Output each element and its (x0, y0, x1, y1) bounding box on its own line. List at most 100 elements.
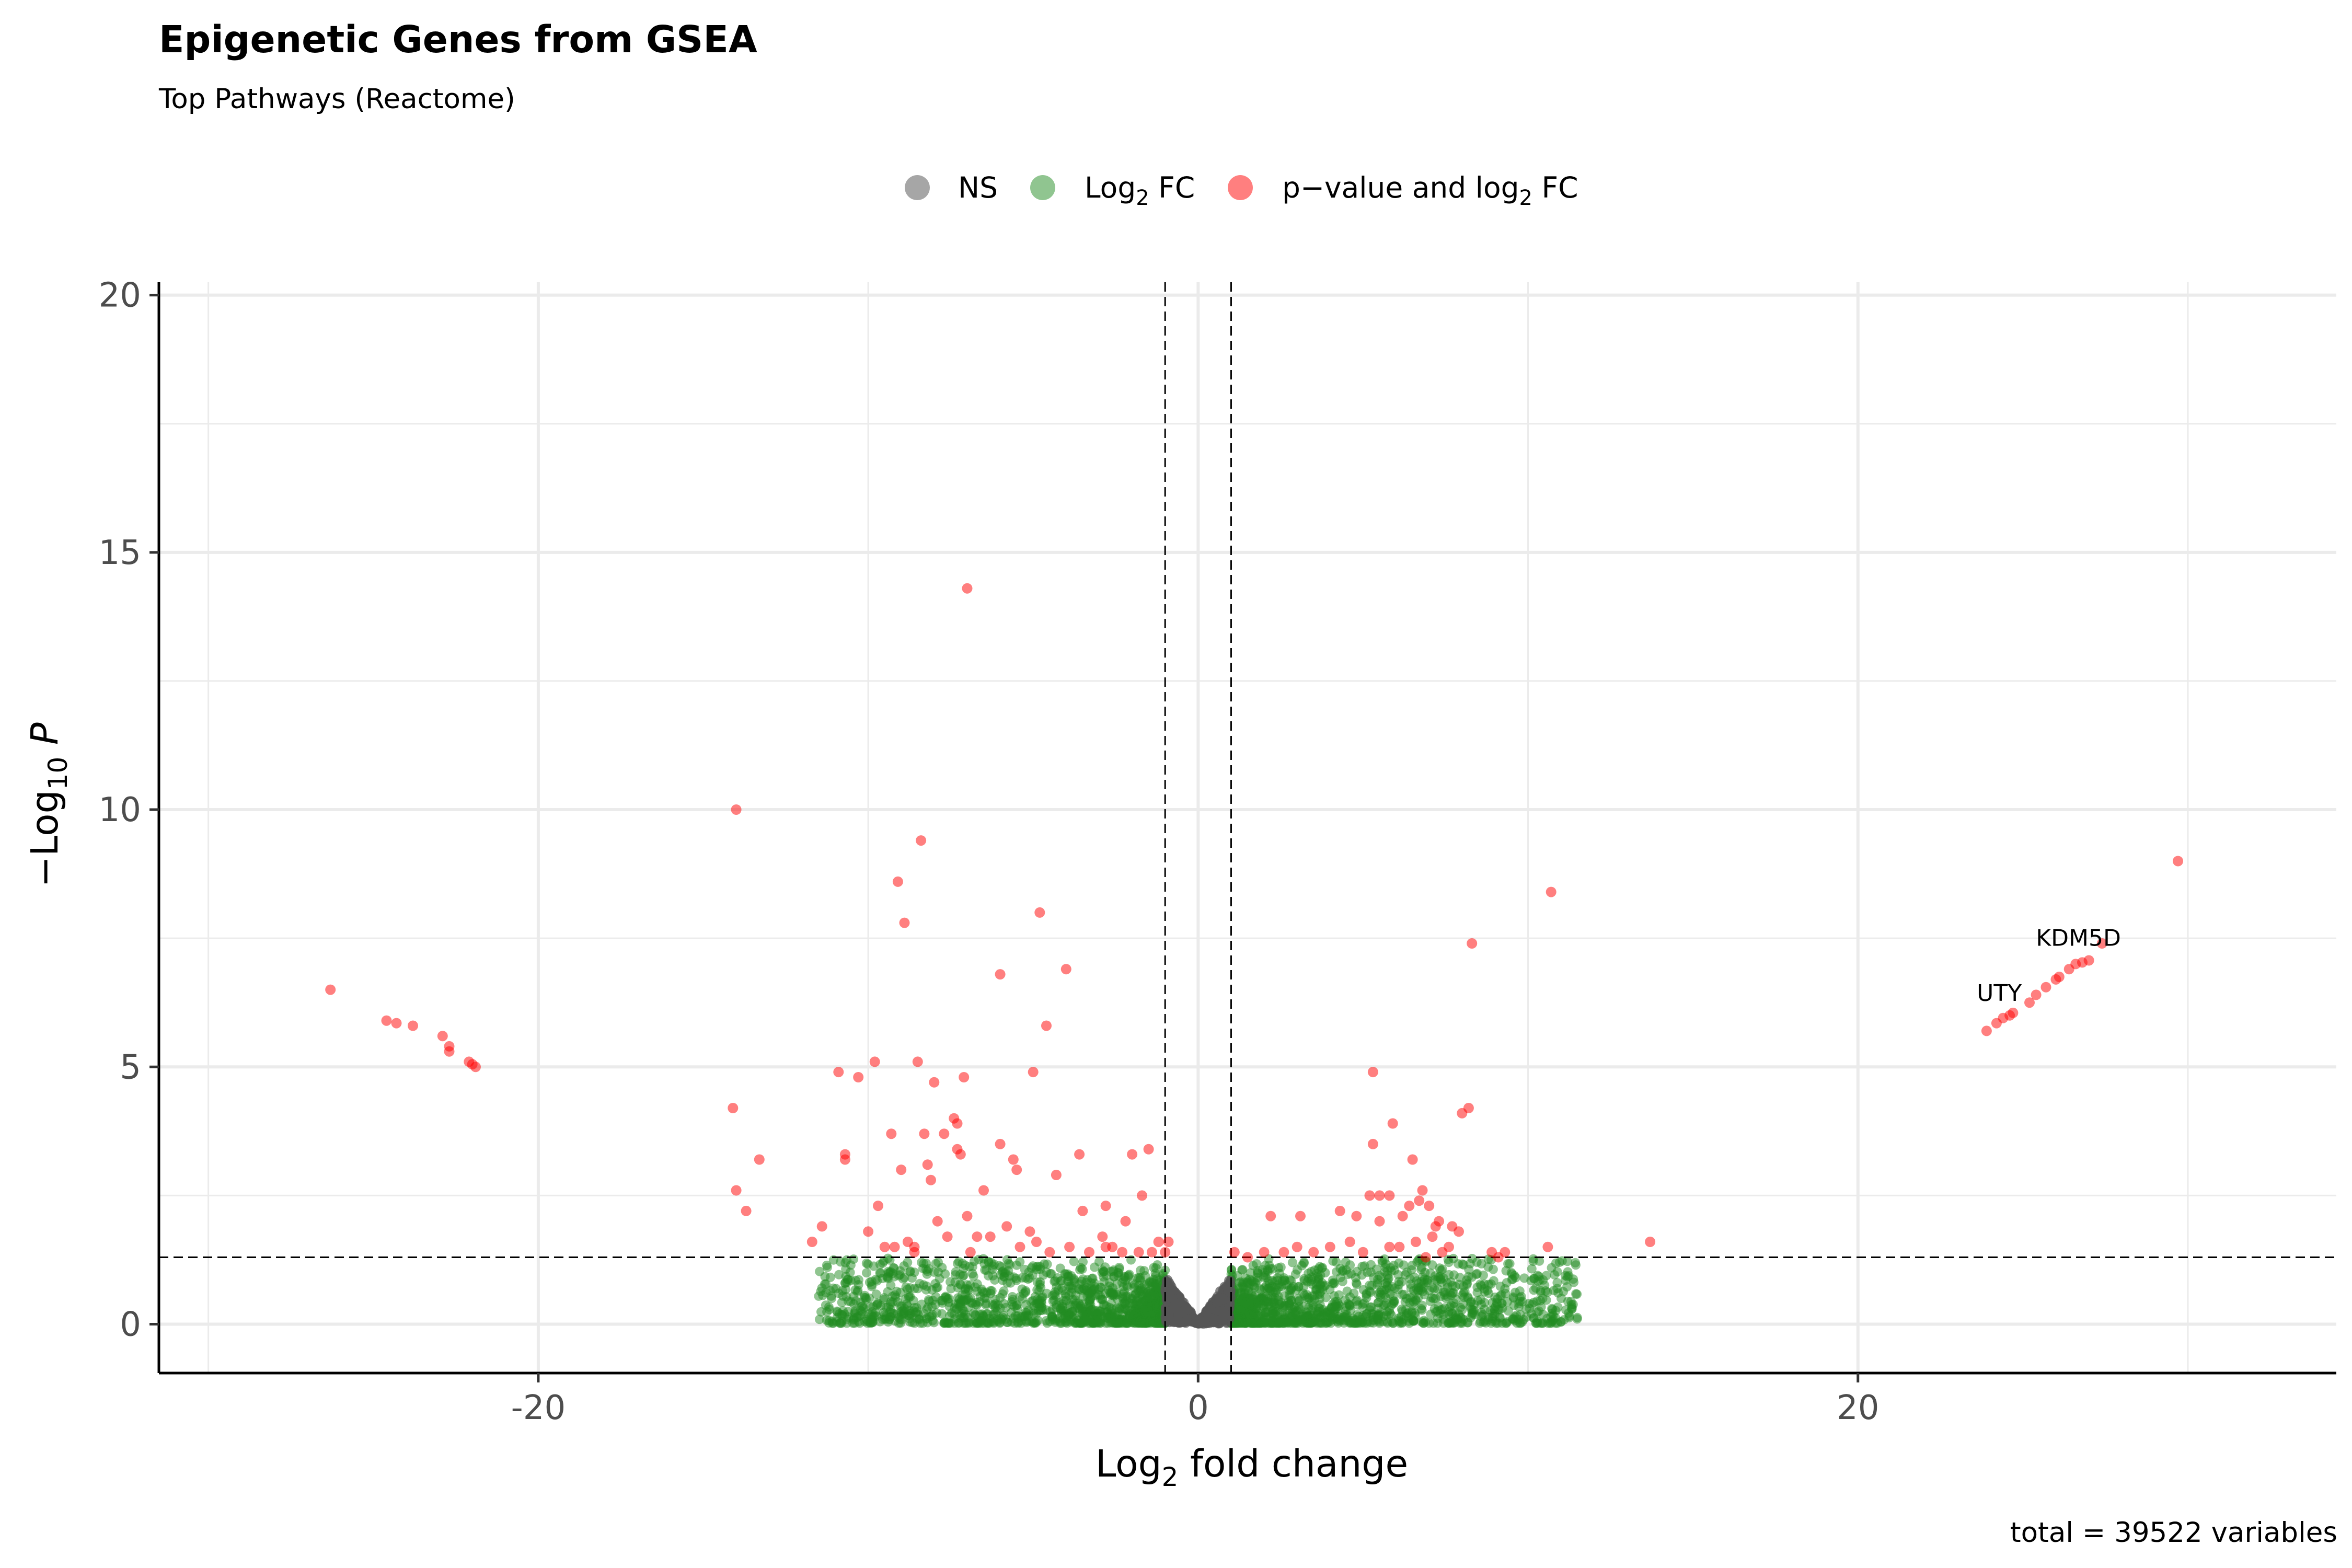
data-point-fc (1082, 1316, 1092, 1326)
x-tick-label: -20 (511, 1389, 566, 1427)
data-point-fc (1302, 1311, 1312, 1321)
data-point-fc (1293, 1265, 1302, 1275)
data-point-fc (1519, 1273, 1529, 1283)
data-point-fc (993, 1315, 1002, 1324)
data-point-fc (1105, 1266, 1115, 1276)
data-point-significant (1031, 1237, 1042, 1247)
data-point-fc (1129, 1310, 1139, 1320)
data-point-fc (1099, 1266, 1109, 1276)
data-point-significant (889, 1241, 900, 1252)
data-point-ns (1225, 1310, 1234, 1320)
data-point-fc (1068, 1295, 1078, 1305)
data-point-significant (470, 1062, 481, 1073)
data-point-significant (731, 804, 742, 815)
data-point-fc (1500, 1284, 1510, 1294)
data-point-fc (1561, 1305, 1571, 1315)
data-point-fc (838, 1306, 848, 1316)
legend-ns-key (905, 175, 930, 200)
data-point-fc (1352, 1310, 1362, 1320)
data-point-fc (929, 1318, 939, 1328)
data-point-fc (1055, 1263, 1065, 1273)
data-point-fc (1427, 1293, 1437, 1302)
data-point-significant (1242, 1252, 1253, 1263)
data-point-fc (1117, 1304, 1127, 1314)
data-point-fc (862, 1268, 871, 1278)
data-point-fc (1067, 1287, 1076, 1297)
data-point-significant (381, 1015, 392, 1026)
data-point-fc (1404, 1316, 1414, 1326)
data-point-fc (815, 1266, 825, 1276)
data-point-fc (897, 1315, 906, 1325)
data-point-fc (1463, 1272, 1473, 1282)
data-point-fc (1318, 1285, 1328, 1295)
data-point-fc (1042, 1288, 1052, 1298)
data-point-fc (1397, 1290, 1407, 1300)
data-point-fc (1527, 1264, 1537, 1274)
x-axis-title: Log2 fold change (1096, 1442, 1408, 1492)
data-point-significant (1404, 1201, 1415, 1212)
data-point-significant (985, 1231, 996, 1242)
data-point-significant (879, 1241, 890, 1252)
data-point-significant (1133, 1247, 1144, 1258)
data-point-fc (1317, 1263, 1327, 1273)
data-point-significant (955, 1149, 966, 1160)
data-point-fc (1490, 1309, 1500, 1319)
data-point-fc (1367, 1281, 1377, 1290)
data-point-significant (886, 1128, 897, 1139)
y-tick-label: 0 (120, 1305, 141, 1344)
data-point-fc (822, 1307, 832, 1317)
data-point-significant (1041, 1020, 1052, 1031)
data-point-significant (1127, 1149, 1138, 1160)
data-point-fc (1455, 1273, 1465, 1283)
data-point-fc (1276, 1262, 1286, 1272)
data-point-fc (1449, 1298, 1459, 1308)
data-point-significant (873, 1201, 883, 1212)
data-point-significant (1407, 1154, 1418, 1165)
data-point-fc (1255, 1284, 1265, 1294)
data-point-fc (951, 1267, 961, 1277)
legend: NS Log2 FC p−value and log2 FC (905, 171, 1578, 210)
y-tick-label: 20 (99, 276, 141, 315)
data-point-fc (890, 1290, 900, 1300)
data-point-fc (1287, 1258, 1297, 1267)
data-point-fc (932, 1308, 942, 1318)
data-point-significant (962, 1210, 973, 1221)
data-point-fc (1406, 1283, 1416, 1293)
data-point-fc (866, 1315, 876, 1324)
data-point-fc (1344, 1299, 1354, 1309)
x-tick-label: 0 (1187, 1389, 1209, 1427)
data-point-fc (861, 1259, 871, 1268)
data-point-fc (1419, 1283, 1428, 1293)
data-point-fc (1556, 1317, 1566, 1327)
data-point-significant (1044, 1247, 1055, 1258)
data-point-fc (1151, 1304, 1161, 1313)
data-point-fc (1552, 1267, 1562, 1277)
data-point-fc (1007, 1300, 1017, 1310)
data-point-significant (1387, 1118, 1398, 1129)
data-point-fc (1408, 1300, 1418, 1310)
data-point-ns (1168, 1294, 1178, 1304)
data-point-fc (1294, 1282, 1304, 1292)
data-point-fc (1557, 1294, 1566, 1304)
data-point-fc (815, 1315, 824, 1324)
data-point-fc (1299, 1258, 1309, 1267)
data-point-significant (1137, 1190, 1147, 1201)
data-point-fc (1464, 1265, 1474, 1274)
data-point-fc (1335, 1313, 1345, 1323)
data-point-fc (1562, 1256, 1572, 1266)
data-point-significant (972, 1231, 983, 1242)
data-point-fc (1447, 1281, 1457, 1290)
data-point-significant (916, 835, 927, 846)
legend-both-label: p−value and log2 FC (1282, 171, 1578, 210)
data-point-fc (1538, 1294, 1548, 1304)
data-point-significant (1351, 1210, 1362, 1221)
data-point-fc (981, 1293, 991, 1303)
data-point-significant (741, 1205, 752, 1216)
data-point-significant (919, 1128, 930, 1139)
data-point-significant (2031, 989, 2042, 1000)
data-point-significant (962, 583, 973, 594)
gene-label: UTY (1977, 980, 2022, 1007)
data-point-fc (1248, 1261, 1258, 1271)
data-point-fc (1246, 1308, 1256, 1318)
data-point-fc (1425, 1269, 1435, 1278)
